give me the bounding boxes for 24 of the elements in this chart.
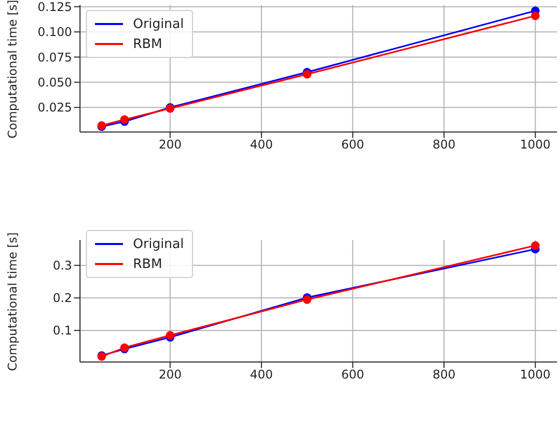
x-tick-label: 400: [250, 368, 273, 382]
legend-label: RBM: [133, 36, 162, 52]
y-tick-label: 0.125: [38, 0, 72, 14]
x-tick-label: 200: [158, 138, 182, 152]
legend-label: Original: [133, 236, 184, 252]
x-tick-label: 200: [158, 368, 182, 382]
legend-label: Original: [133, 16, 184, 32]
x-tick-label: 800: [432, 368, 456, 382]
x-tick-label: 600: [341, 138, 364, 152]
y-tick-label: 0.1: [52, 324, 72, 338]
x-tick-label: 400: [250, 138, 273, 152]
y-tick-label: 0.025: [38, 100, 72, 115]
y-tick-label: 0.2: [52, 291, 72, 306]
y-axis-title: Computational time [s]: [5, 0, 20, 138]
y-tick-label: 0.075: [38, 50, 72, 64]
y-axis-title: Computational time [s]: [5, 232, 20, 371]
y-tick-label: 0.3: [52, 258, 72, 273]
x-tick-label: 800: [432, 138, 456, 152]
legend-label: RBM: [133, 256, 162, 272]
y-tick-label: 0.050: [38, 76, 72, 90]
x-tick-label: 600: [341, 368, 364, 382]
x-tick-label: 1000: [520, 138, 551, 152]
x-tick-label: 1000: [520, 368, 551, 382]
y-tick-label: 0.100: [38, 25, 72, 40]
